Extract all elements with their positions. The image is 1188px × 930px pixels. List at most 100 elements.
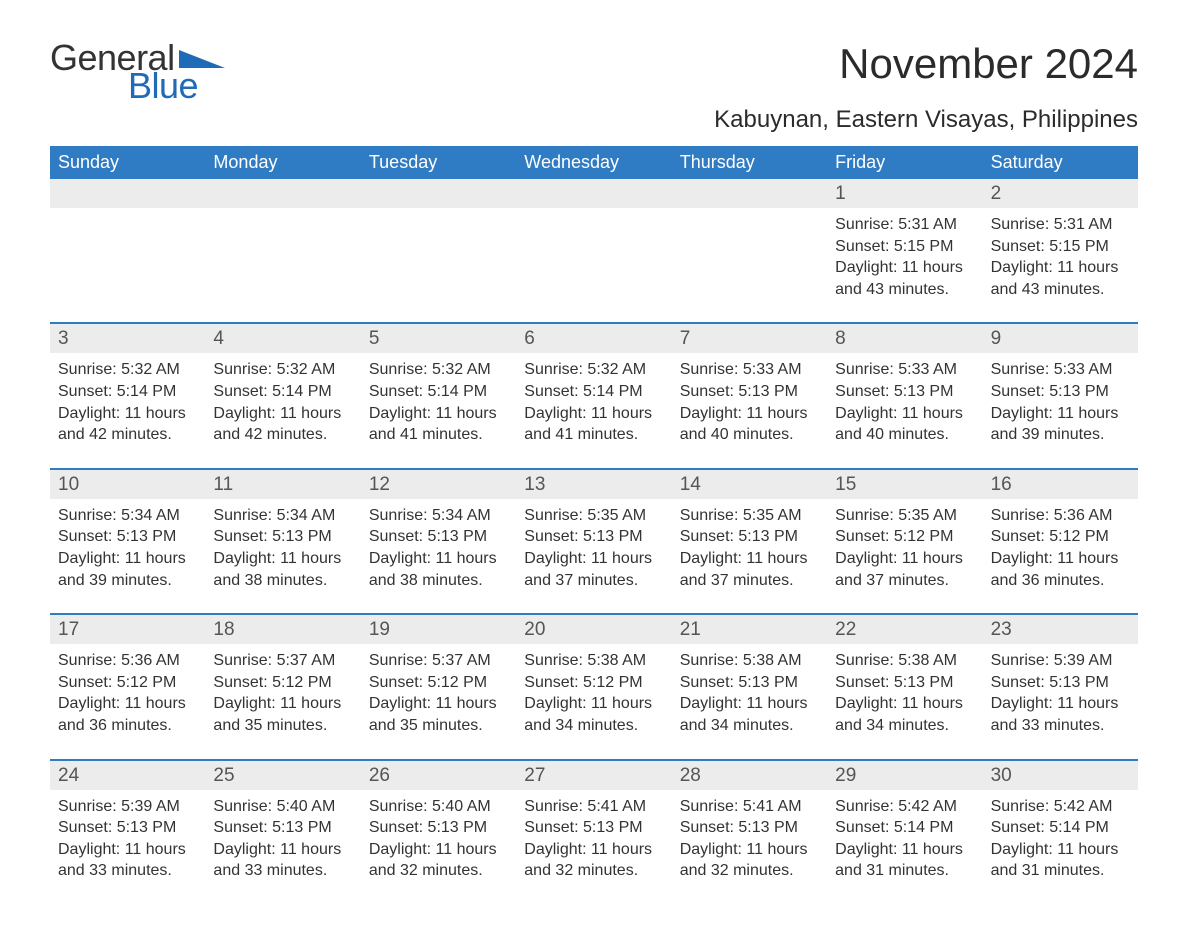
sunset-text: Sunset: 5:13 PM — [58, 817, 197, 839]
date-row: 3456789 — [50, 324, 1138, 353]
sunrise-text: Sunrise: 5:33 AM — [991, 359, 1130, 381]
calendar-cell — [50, 208, 205, 308]
date-number: 13 — [516, 470, 671, 499]
date-number — [516, 179, 671, 208]
sunset-text: Sunset: 5:13 PM — [680, 817, 819, 839]
daylight-text-1: Daylight: 11 hours — [680, 548, 819, 570]
calendar-cell: Sunrise: 5:31 AMSunset: 5:15 PMDaylight:… — [983, 208, 1138, 308]
calendar-cell: Sunrise: 5:42 AMSunset: 5:14 PMDaylight:… — [827, 790, 982, 890]
sunrise-text: Sunrise: 5:36 AM — [991, 505, 1130, 527]
sunrise-text: Sunrise: 5:42 AM — [991, 796, 1130, 818]
content-row: Sunrise: 5:36 AMSunset: 5:12 PMDaylight:… — [50, 644, 1138, 744]
date-number: 8 — [827, 324, 982, 353]
calendar-cell: Sunrise: 5:34 AMSunset: 5:13 PMDaylight:… — [50, 499, 205, 599]
sunrise-text: Sunrise: 5:35 AM — [524, 505, 663, 527]
sunrise-text: Sunrise: 5:32 AM — [213, 359, 352, 381]
sunset-text: Sunset: 5:13 PM — [835, 381, 974, 403]
date-number: 25 — [205, 761, 360, 790]
daylight-text-1: Daylight: 11 hours — [369, 693, 508, 715]
daylight-text-2: and 37 minutes. — [680, 570, 819, 592]
daylight-text-2: and 38 minutes. — [369, 570, 508, 592]
daylight-text-1: Daylight: 11 hours — [680, 403, 819, 425]
sunrise-text: Sunrise: 5:32 AM — [524, 359, 663, 381]
sunset-text: Sunset: 5:12 PM — [213, 672, 352, 694]
date-number: 9 — [983, 324, 1138, 353]
calendar-cell: Sunrise: 5:37 AMSunset: 5:12 PMDaylight:… — [361, 644, 516, 744]
content-row: Sunrise: 5:39 AMSunset: 5:13 PMDaylight:… — [50, 790, 1138, 890]
day-header-saturday: Saturday — [983, 146, 1138, 179]
date-number: 16 — [983, 470, 1138, 499]
sunrise-text: Sunrise: 5:31 AM — [991, 214, 1130, 236]
calendar-cell: Sunrise: 5:33 AMSunset: 5:13 PMDaylight:… — [672, 353, 827, 453]
daylight-text-2: and 43 minutes. — [835, 279, 974, 301]
daylight-text-1: Daylight: 11 hours — [835, 839, 974, 861]
sunset-text: Sunset: 5:13 PM — [524, 817, 663, 839]
sunset-text: Sunset: 5:13 PM — [524, 526, 663, 548]
daylight-text-1: Daylight: 11 hours — [213, 839, 352, 861]
daylight-text-1: Daylight: 11 hours — [213, 548, 352, 570]
calendar-cell — [361, 208, 516, 308]
day-header-monday: Monday — [205, 146, 360, 179]
date-number — [361, 179, 516, 208]
daylight-text-1: Daylight: 11 hours — [680, 839, 819, 861]
day-header-friday: Friday — [827, 146, 982, 179]
daylight-text-2: and 31 minutes. — [991, 860, 1130, 882]
day-header-tuesday: Tuesday — [361, 146, 516, 179]
date-number: 11 — [205, 470, 360, 499]
date-number — [205, 179, 360, 208]
sunset-text: Sunset: 5:13 PM — [680, 672, 819, 694]
sunset-text: Sunset: 5:13 PM — [213, 817, 352, 839]
header: General Blue November 2024 Kabuynan, Eas… — [50, 40, 1138, 134]
daylight-text-1: Daylight: 11 hours — [991, 693, 1130, 715]
sunset-text: Sunset: 5:14 PM — [369, 381, 508, 403]
calendar-cell: Sunrise: 5:37 AMSunset: 5:12 PMDaylight:… — [205, 644, 360, 744]
date-number: 10 — [50, 470, 205, 499]
daylight-text-2: and 33 minutes. — [58, 860, 197, 882]
daylight-text-1: Daylight: 11 hours — [835, 548, 974, 570]
sunset-text: Sunset: 5:14 PM — [524, 381, 663, 403]
calendar-cell — [205, 208, 360, 308]
calendar-cell: Sunrise: 5:42 AMSunset: 5:14 PMDaylight:… — [983, 790, 1138, 890]
calendar-cell: Sunrise: 5:32 AMSunset: 5:14 PMDaylight:… — [50, 353, 205, 453]
daylight-text-2: and 34 minutes. — [680, 715, 819, 737]
sunrise-text: Sunrise: 5:35 AM — [835, 505, 974, 527]
date-number: 26 — [361, 761, 516, 790]
daylight-text-1: Daylight: 11 hours — [680, 693, 819, 715]
date-number: 14 — [672, 470, 827, 499]
sunset-text: Sunset: 5:13 PM — [58, 526, 197, 548]
sunrise-text: Sunrise: 5:38 AM — [524, 650, 663, 672]
date-number: 12 — [361, 470, 516, 499]
sunset-text: Sunset: 5:13 PM — [680, 381, 819, 403]
date-number: 23 — [983, 615, 1138, 644]
date-number: 18 — [205, 615, 360, 644]
calendar-cell: Sunrise: 5:34 AMSunset: 5:13 PMDaylight:… — [205, 499, 360, 599]
calendar-cell: Sunrise: 5:35 AMSunset: 5:12 PMDaylight:… — [827, 499, 982, 599]
sunrise-text: Sunrise: 5:35 AM — [680, 505, 819, 527]
calendar-cell: Sunrise: 5:35 AMSunset: 5:13 PMDaylight:… — [516, 499, 671, 599]
sunset-text: Sunset: 5:13 PM — [991, 672, 1130, 694]
calendar-cell: Sunrise: 5:38 AMSunset: 5:13 PMDaylight:… — [672, 644, 827, 744]
date-number: 29 — [827, 761, 982, 790]
daylight-text-1: Daylight: 11 hours — [991, 839, 1130, 861]
date-number: 22 — [827, 615, 982, 644]
sunrise-text: Sunrise: 5:32 AM — [58, 359, 197, 381]
daylight-text-2: and 33 minutes. — [213, 860, 352, 882]
sunrise-text: Sunrise: 5:40 AM — [213, 796, 352, 818]
sunrise-text: Sunrise: 5:38 AM — [835, 650, 974, 672]
daylight-text-2: and 38 minutes. — [213, 570, 352, 592]
sunrise-text: Sunrise: 5:32 AM — [369, 359, 508, 381]
date-number: 4 — [205, 324, 360, 353]
sunrise-text: Sunrise: 5:37 AM — [213, 650, 352, 672]
sunset-text: Sunset: 5:13 PM — [680, 526, 819, 548]
sunset-text: Sunset: 5:12 PM — [369, 672, 508, 694]
date-number: 24 — [50, 761, 205, 790]
content-row: Sunrise: 5:32 AMSunset: 5:14 PMDaylight:… — [50, 353, 1138, 453]
sunrise-text: Sunrise: 5:38 AM — [680, 650, 819, 672]
daylight-text-1: Daylight: 11 hours — [835, 693, 974, 715]
daylight-text-2: and 35 minutes. — [213, 715, 352, 737]
date-row: 17181920212223 — [50, 615, 1138, 644]
logo: General Blue — [50, 40, 225, 104]
date-number: 30 — [983, 761, 1138, 790]
content-row: Sunrise: 5:31 AMSunset: 5:15 PMDaylight:… — [50, 208, 1138, 308]
date-number: 1 — [827, 179, 982, 208]
